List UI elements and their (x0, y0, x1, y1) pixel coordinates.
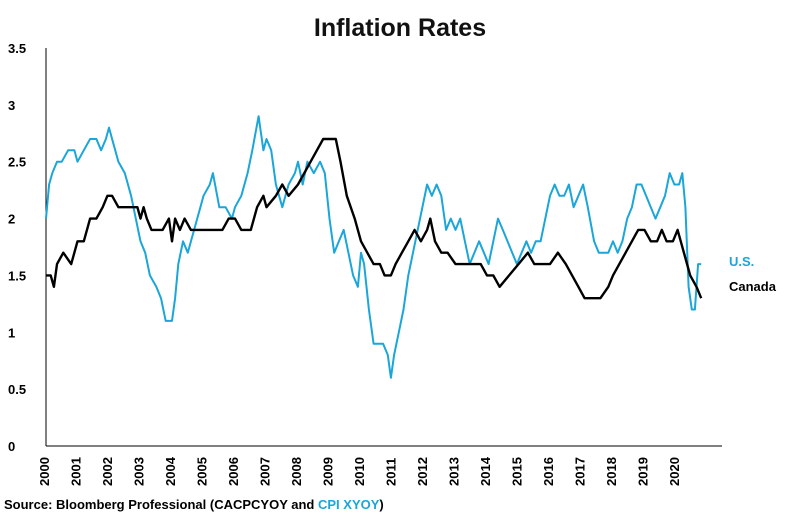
x-tick-label: 2012 (415, 457, 430, 486)
x-tick-label: 2009 (321, 457, 336, 486)
y-tick-label: 3.5 (8, 41, 26, 56)
source-prefix: Source: Bloomberg Professional (CACPCYOY… (4, 497, 318, 512)
x-tick-label: 2020 (667, 457, 682, 486)
source-note: Source: Bloomberg Professional (CACPCYOY… (4, 497, 384, 512)
x-tick-label: 2002 (100, 457, 115, 486)
x-tick-label: 2019 (636, 457, 651, 486)
x-tick-label: 2006 (226, 457, 241, 486)
x-tick-label: 2000 (37, 457, 52, 486)
source-highlight: CPI XYOY (317, 497, 380, 512)
x-tick-label: 2015 (510, 457, 525, 486)
y-tick-label: 0 (8, 439, 15, 454)
x-tick-label: 2003 (132, 457, 147, 486)
x-tick-label: 2007 (258, 457, 273, 486)
series-line-u-s (45, 115, 702, 379)
x-tick-label: 2005 (195, 457, 210, 486)
y-tick-label: 1.5 (8, 268, 26, 283)
series-lines (45, 115, 703, 379)
y-tick-label: 1 (8, 325, 15, 340)
y-tick-labels: 0 0.5 1 1.5 2 2.5 3 3.5 (8, 41, 26, 454)
x-tick-label: 2017 (573, 457, 588, 486)
x-tick-label: 2010 (352, 457, 367, 486)
x-tick-label: 2011 (384, 458, 399, 486)
y-tick-label: 3 (8, 98, 15, 113)
x-tick-labels: 2000 2001 2002 2003 2004 2005 2006 2007 2008 2009… (37, 456, 682, 486)
source-suffix: ) (379, 497, 384, 512)
y-tick-label: 2.5 (8, 155, 26, 170)
series-label-u-s: U.S. (729, 254, 754, 269)
chart-title: Inflation Rates (314, 14, 486, 42)
x-tick-label: 2001 (69, 457, 84, 486)
x-tick-label: 2014 (478, 456, 493, 486)
y-tick-label: 0.5 (8, 382, 26, 397)
series-labels: U.S. Canada (729, 254, 777, 294)
x-tick-label: 2008 (289, 457, 304, 486)
x-tick-label: 2018 (604, 457, 619, 486)
x-tick-label: 2004 (163, 456, 178, 486)
x-tick-label: 2016 (541, 457, 556, 486)
series-line-canada (46, 137, 703, 300)
y-tick-label: 2 (8, 212, 15, 227)
x-tick-label: 2013 (447, 457, 462, 486)
series-label-canada: Canada (729, 279, 777, 294)
